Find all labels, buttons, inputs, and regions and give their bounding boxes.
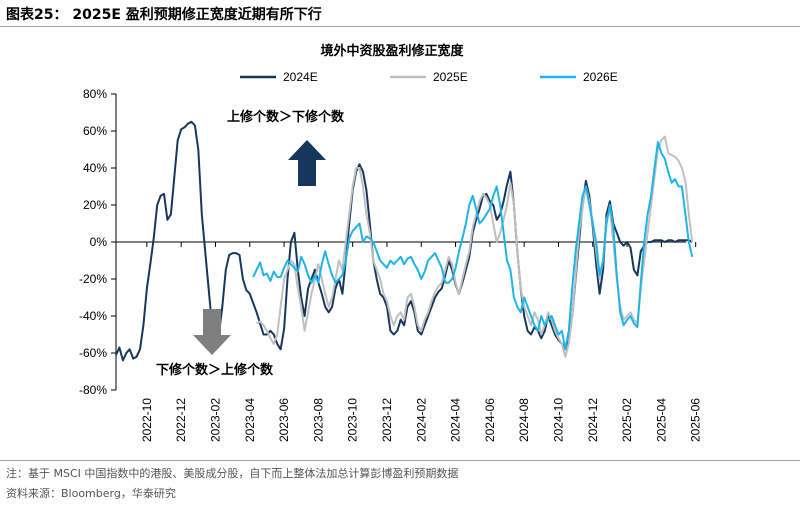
annotation-downward: 下修个数＞上修个数: [156, 362, 274, 378]
x-axis: 2022-10 2022-12 2023-02 2023-04 2023-06 2023-…: [116, 241, 703, 442]
up-arrow-icon: [288, 140, 326, 186]
x-tick-label: 2023-02: [208, 398, 222, 442]
y-tick-label: -60%: [79, 346, 107, 360]
source-note: 资料来源：Bloomberg，华泰研究: [6, 487, 176, 500]
x-tick-label: 2022-10: [140, 398, 154, 442]
series-layer: [115, 120, 694, 362]
x-tick-label: 2024-04: [449, 398, 463, 442]
annotation-upward: 上修个数＞下修个数: [227, 109, 345, 125]
legend-label-2024e: 2024E: [283, 70, 318, 84]
y-tick-label: 60%: [83, 124, 107, 138]
footnote: 注：基于 MSCI 中国指数中的港股、美股成分股，自下而上整体法加总计算彭博盈利…: [6, 467, 459, 480]
y-tick-label: 0%: [90, 235, 108, 249]
x-tick-label: 2024-12: [586, 398, 600, 442]
x-tick-label: 2024-08: [517, 398, 531, 442]
x-tick-label: 2022-12: [174, 398, 188, 442]
x-tick-label: 2023-10: [346, 398, 360, 442]
x-tick-label: 2024-02: [414, 398, 428, 442]
y-tick-label: 80%: [83, 87, 107, 101]
down-arrow-icon: [193, 309, 231, 355]
top-rule: [0, 26, 800, 27]
legend-label-2026e: 2026E: [583, 70, 618, 84]
y-tick-label: 40%: [83, 161, 107, 175]
y-tick-label: -20%: [79, 272, 107, 286]
x-tick-label: 2025-04: [654, 398, 668, 442]
y-axis: 80% 60% 40% 20% 0% -20% -40% -60% -80%: [79, 87, 117, 397]
x-tick-label: 2025-06: [689, 398, 703, 442]
x-tick-label: 2024-06: [483, 398, 497, 442]
figure-title: 图表25： 2025E 盈利预期修正宽度近期有所下行: [6, 7, 322, 23]
x-tick-label: 2023-06: [277, 398, 291, 442]
x-tick-label: 2023-08: [311, 398, 325, 442]
x-tick-label: 2024-10: [551, 398, 565, 442]
x-tick-label: 2023-04: [243, 398, 257, 442]
series-line-2026e: [252, 141, 694, 351]
legend-label-2025e: 2025E: [433, 70, 468, 84]
x-tick-label: 2023-12: [380, 398, 394, 442]
chart-canvas: 境外中资股盈利修正宽度 2024E 2025E 2026E 80% 60% 40% 2…: [79, 43, 703, 442]
y-tick-label: -40%: [79, 309, 107, 323]
y-tick-label: 20%: [83, 198, 107, 212]
x-tick-label: 2025-02: [620, 398, 634, 442]
bottom-rule: [0, 460, 800, 461]
y-tick-label: -80%: [79, 383, 107, 397]
legend: 2024E 2025E 2026E: [240, 70, 618, 84]
chart-title: 境外中资股盈利修正宽度: [320, 43, 464, 59]
